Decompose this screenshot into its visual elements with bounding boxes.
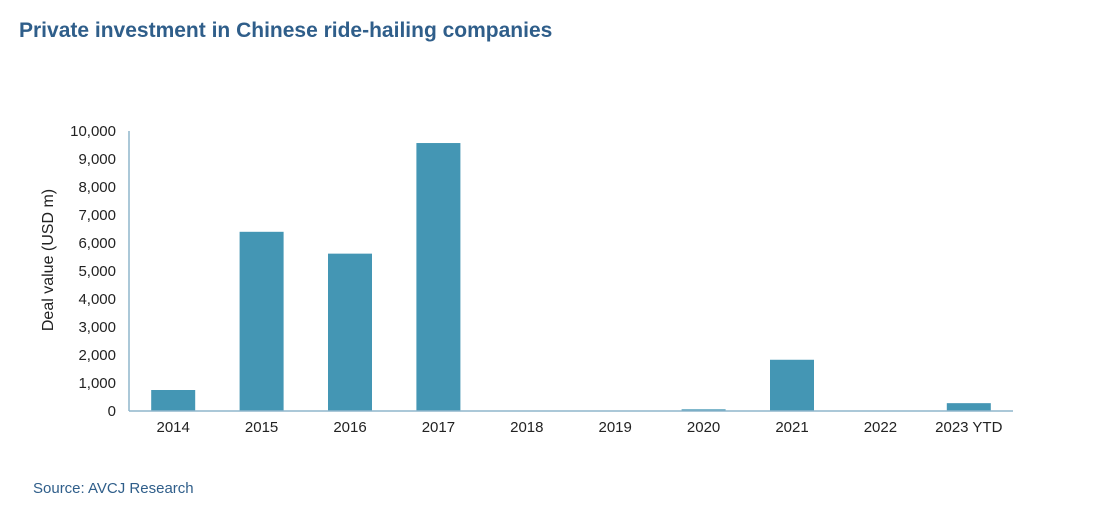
y-tick-label: 8,000 [78,179,116,196]
bar [239,231,284,411]
x-tick-label: 2018 [510,419,543,436]
x-tick-label: 2020 [687,419,720,436]
axes [128,131,1013,412]
x-tick-label: 2019 [599,419,632,436]
y-tick-label: 2,000 [78,347,116,364]
x-tick-label: 2015 [245,419,278,436]
y-tick-label: 3,000 [78,319,116,336]
x-tick-label: 2016 [333,419,366,436]
x-tick-label: 2022 [864,419,897,436]
bar [328,253,372,411]
source-note: Source: AVCJ Research [33,480,194,497]
bar [151,390,196,411]
y-tick-label: 9,000 [78,151,116,168]
y-tick-label: 10,000 [70,123,116,140]
bar [770,359,814,411]
chart-title: Private investment in Chinese ride-haili… [19,19,553,42]
y-tick-label: 0 [108,403,116,420]
x-tick-labels: 2014 2015 2016 2017 2018 2019 2020 2021 2022 2023… [157,419,1003,436]
bar [681,409,726,411]
x-tick-label: 2023 YTD [935,419,1002,436]
bar [946,403,991,411]
y-tick-label: 7,000 [78,207,116,224]
x-tick-label: 2021 [775,419,808,436]
y-tick-label: 6,000 [78,235,116,252]
y-tick-label: 1,000 [78,375,116,392]
x-tick-label: 2014 [157,419,190,436]
y-tick-label: 5,000 [78,263,116,280]
y-axis-title: Deal value (USD m) [40,189,57,331]
bar [416,143,461,412]
y-tick-label: 4,000 [78,291,116,308]
y-tick-labels: 0 1,000 2,000 3,000 4,000 5,000 6,000 7,000 8,00… [70,123,116,420]
bars [151,143,991,412]
x-tick-label: 2017 [422,419,455,436]
